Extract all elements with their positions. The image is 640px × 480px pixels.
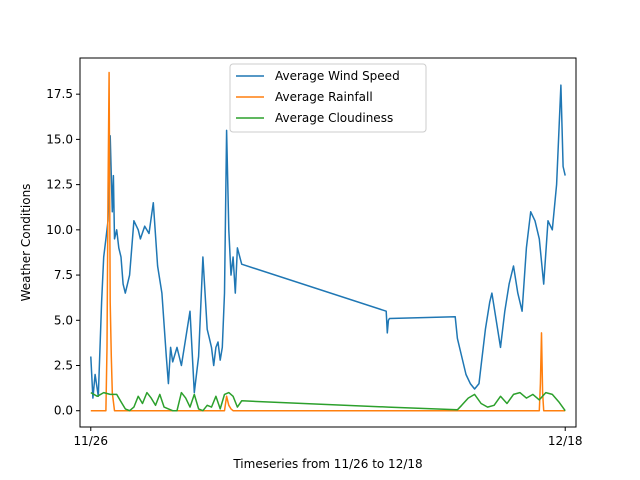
y-tick-label: 12.5 xyxy=(46,178,73,192)
series-line-0 xyxy=(90,84,566,399)
x-tick-label: 11/26 xyxy=(73,434,108,448)
y-tick-label: 0.0 xyxy=(54,404,73,418)
legend-label-1: Average Rainfall xyxy=(275,90,373,104)
y-tick-label: 15.0 xyxy=(46,132,73,146)
legend-label-0: Average Wind Speed xyxy=(275,69,400,83)
y-tick-label: 5.0 xyxy=(54,313,73,327)
y-tick-label: 17.5 xyxy=(46,87,73,101)
x-tick-label: 12/18 xyxy=(548,434,583,448)
y-axis-label: Weather Conditions xyxy=(19,184,33,302)
plot-frame xyxy=(79,57,577,428)
series-line-2 xyxy=(90,391,566,412)
legend: Average Wind Speed Average Rainfall Averag… xyxy=(229,63,427,133)
y-axis: 0.0 2.5 5.0 7.5 10.0 12.5 15.0 17.5 xyxy=(46,87,80,418)
y-tick-label: 7.5 xyxy=(54,268,73,282)
legend-box xyxy=(229,63,427,133)
series-line-1 xyxy=(90,71,566,412)
y-tick-label: 2.5 xyxy=(54,359,73,373)
legend-label-2: Average Cloudiness xyxy=(275,111,393,125)
x-axis-label: Timeseries from 11/26 to 12/18 xyxy=(232,457,422,471)
series-layer xyxy=(90,71,566,412)
x-axis: 11/26 12/18 xyxy=(73,427,583,448)
y-tick-label: 10.0 xyxy=(46,223,73,237)
